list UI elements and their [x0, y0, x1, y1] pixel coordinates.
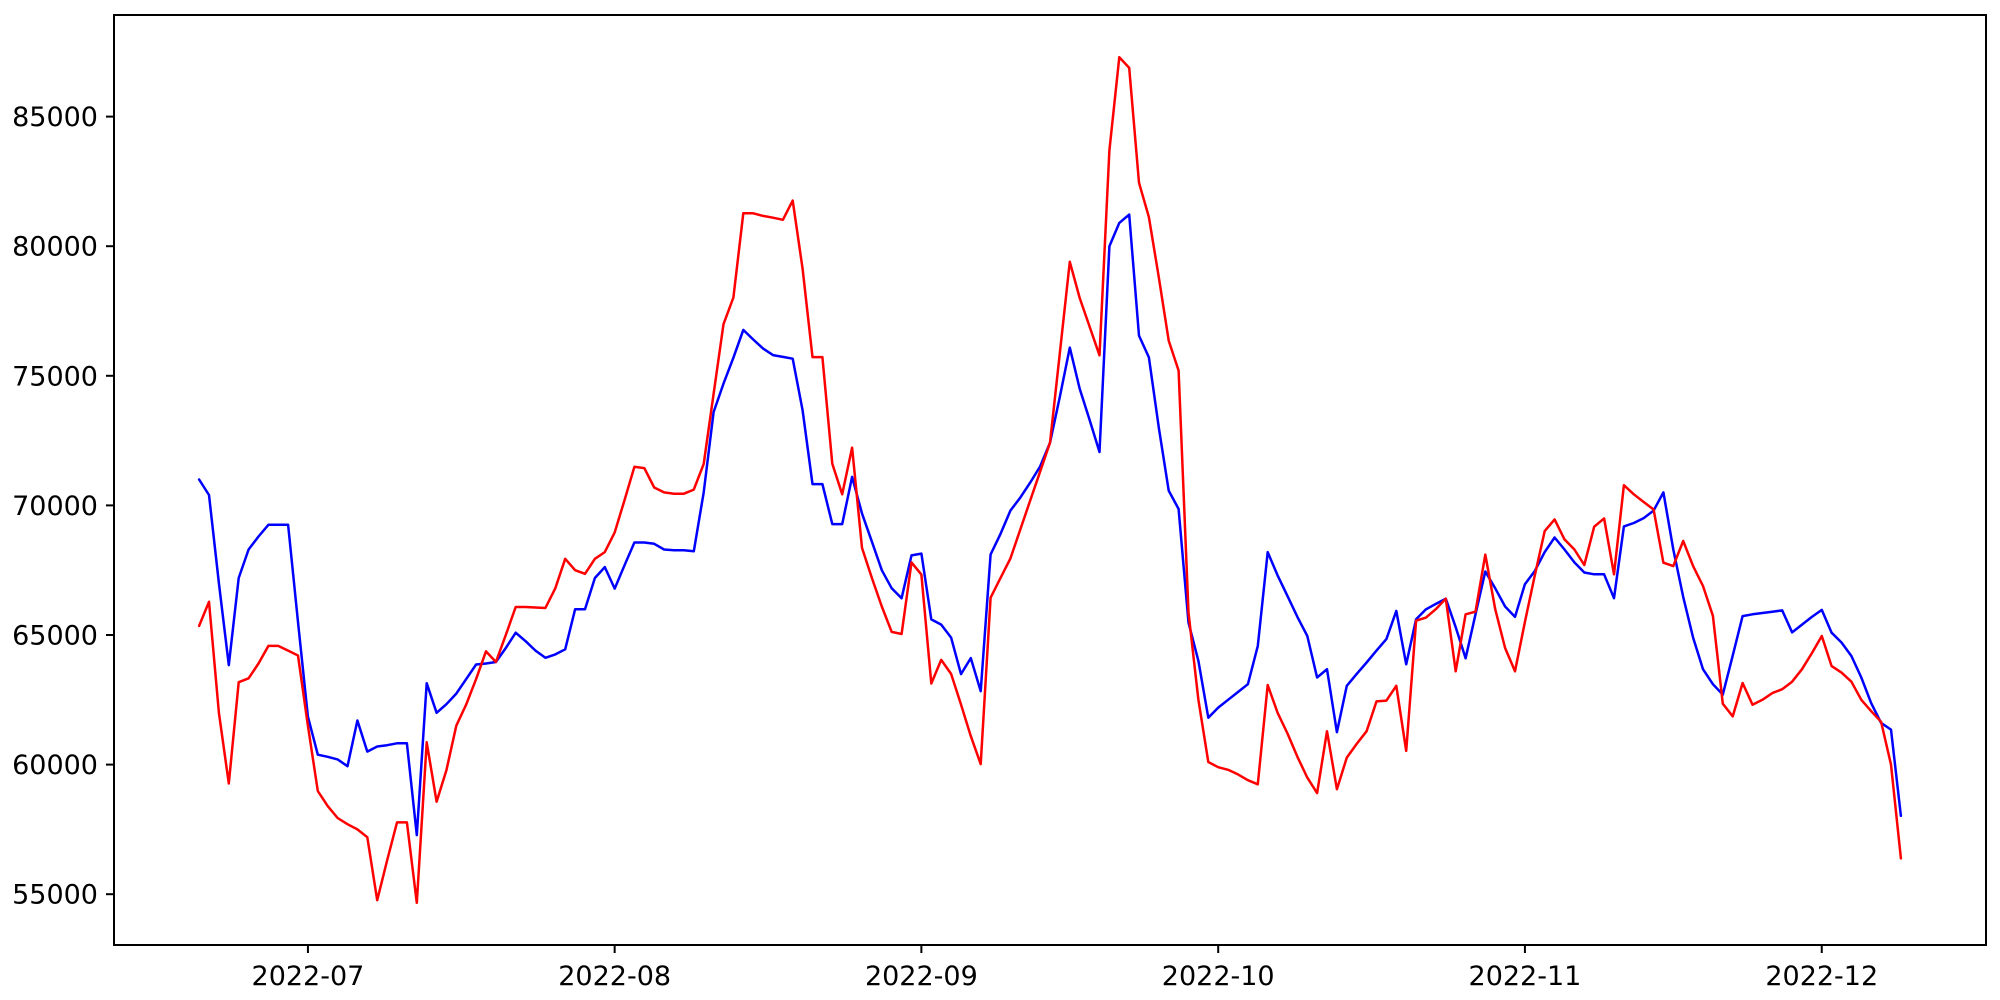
y-tick-label: 70000 [12, 491, 98, 522]
x-tick-label: 2022-10 [1162, 961, 1275, 992]
y-tick-label: 65000 [12, 621, 98, 652]
y-tick-label: 75000 [12, 361, 98, 392]
x-tick-label: 2022-11 [1469, 961, 1582, 992]
x-tick-label: 2022-07 [252, 961, 365, 992]
x-tick-label: 2022-08 [558, 961, 671, 992]
y-tick-label: 55000 [12, 880, 98, 911]
x-tick-label: 2022-09 [865, 961, 978, 992]
series-red-line [197, 55, 1903, 905]
axes-spines [113, 14, 1987, 946]
y-tick-label: 85000 [12, 102, 98, 133]
x-tick-label: 2022-12 [1765, 961, 1878, 992]
y-tick-label: 80000 [12, 232, 98, 263]
y-tick-label: 60000 [12, 750, 98, 781]
